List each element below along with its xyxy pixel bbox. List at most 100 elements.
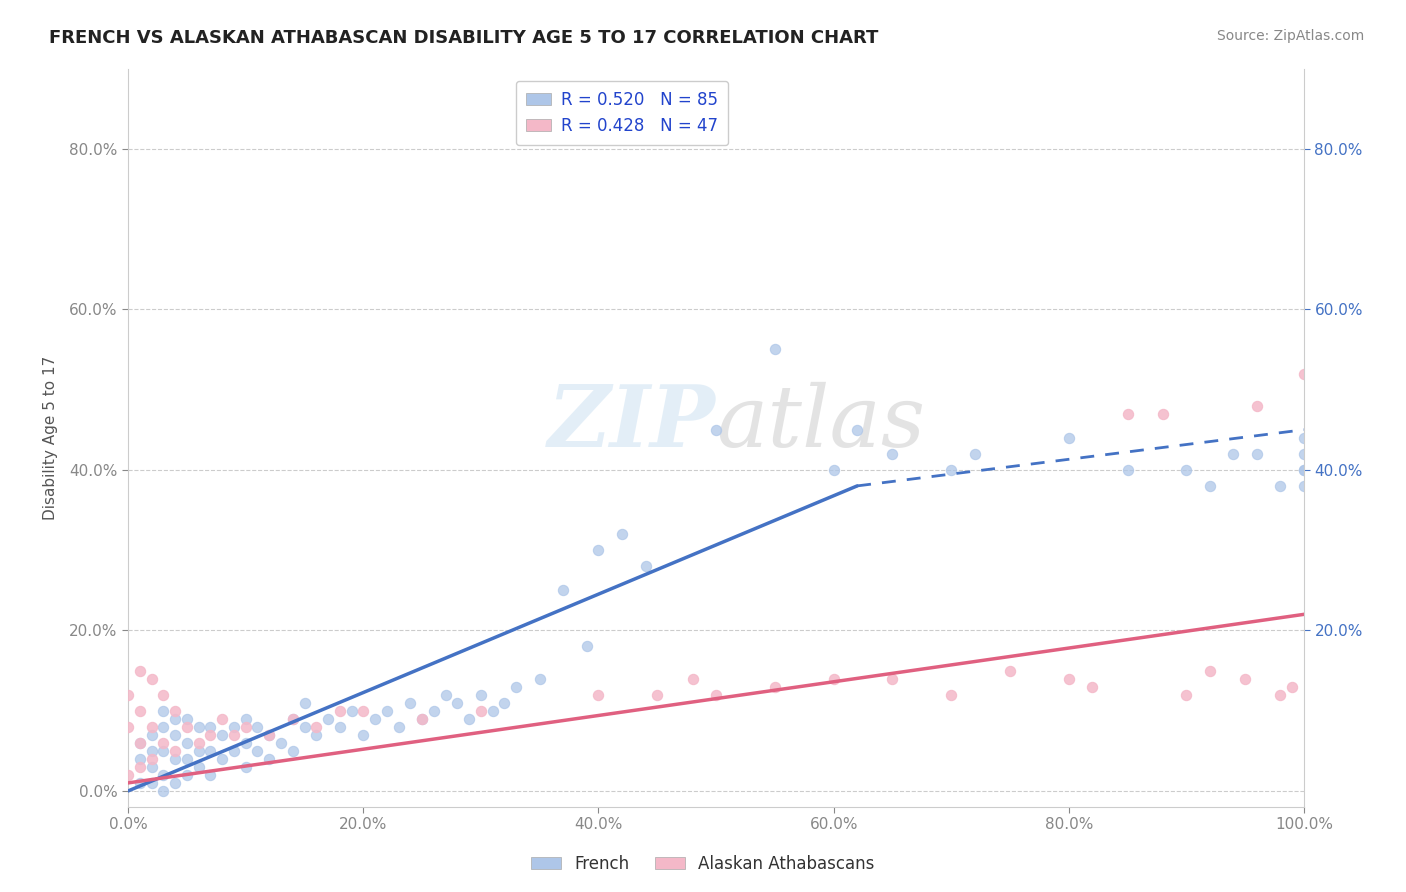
Point [610,527,633,541]
Text: atlas: atlas [716,382,925,465]
Point [481,704,503,718]
Point [211,752,233,766]
Point [553,583,575,598]
Point [823,463,845,477]
Point [1116,463,1139,477]
Point [129,704,152,718]
Point [1081,680,1104,694]
Point [235,720,257,734]
Point [704,688,727,702]
Point [176,752,198,766]
Point [1281,680,1303,694]
Point [1292,479,1315,493]
Point [246,744,269,758]
Point [963,447,986,461]
Point [222,744,245,758]
Point [941,463,963,477]
Point [588,688,610,702]
Y-axis label: Disability Age 5 to 17: Disability Age 5 to 17 [44,356,58,520]
Point [187,736,209,750]
Point [846,423,869,437]
Point [211,728,233,742]
Point [375,704,398,718]
Point [1234,672,1257,686]
Point [588,543,610,558]
Point [329,720,352,734]
Point [1270,688,1292,702]
Point [470,704,492,718]
Point [352,728,374,742]
Text: FRENCH VS ALASKAN ATHABASCAN DISABILITY AGE 5 TO 17 CORRELATION CHART: FRENCH VS ALASKAN ATHABASCAN DISABILITY … [49,29,879,46]
Point [446,696,468,710]
Point [634,559,657,574]
Point [200,720,222,734]
Point [399,696,422,710]
Point [352,704,374,718]
Point [645,688,668,702]
Point [176,720,198,734]
Point [152,744,174,758]
Point [1222,447,1244,461]
Point [165,704,187,718]
Point [1152,407,1174,421]
Point [281,744,304,758]
Point [176,768,198,782]
Point [1246,447,1268,461]
Point [141,728,163,742]
Point [129,736,152,750]
Point [187,760,209,774]
Point [152,784,174,798]
Point [222,720,245,734]
Point [152,688,174,702]
Point [1175,463,1198,477]
Point [1270,479,1292,493]
Point [1292,447,1315,461]
Point [200,728,222,742]
Point [1292,431,1315,445]
Point [235,736,257,750]
Point [704,423,727,437]
Point [200,768,222,782]
Point [763,343,786,357]
Point [1199,664,1222,678]
Point [434,688,457,702]
Point [882,672,904,686]
Point [1057,431,1080,445]
Point [1057,672,1080,686]
Point [257,728,280,742]
Point [998,664,1021,678]
Point [246,720,269,734]
Point [270,736,292,750]
Point [165,776,187,790]
Point [387,720,409,734]
Point [257,728,280,742]
Point [294,696,316,710]
Point [281,712,304,726]
Point [152,720,174,734]
Point [329,704,352,718]
Point [129,736,152,750]
Point [141,760,163,774]
Point [1175,688,1198,702]
Point [1292,367,1315,381]
Point [165,728,187,742]
Point [187,720,209,734]
Point [423,704,446,718]
Legend: French, Alaskan Athabascans: French, Alaskan Athabascans [524,848,882,880]
Point [411,712,433,726]
Legend: R = 0.520   N = 85, R = 0.428   N = 47: R = 0.520 N = 85, R = 0.428 N = 47 [516,80,728,145]
Point [152,704,174,718]
Point [235,760,257,774]
Point [165,744,187,758]
Point [458,712,481,726]
Point [129,760,152,774]
Point [141,744,163,758]
Point [129,776,152,790]
Point [340,704,363,718]
Point [1292,463,1315,477]
Point [470,688,492,702]
Point [187,744,209,758]
Point [129,664,152,678]
Point [141,752,163,766]
Point [176,736,198,750]
